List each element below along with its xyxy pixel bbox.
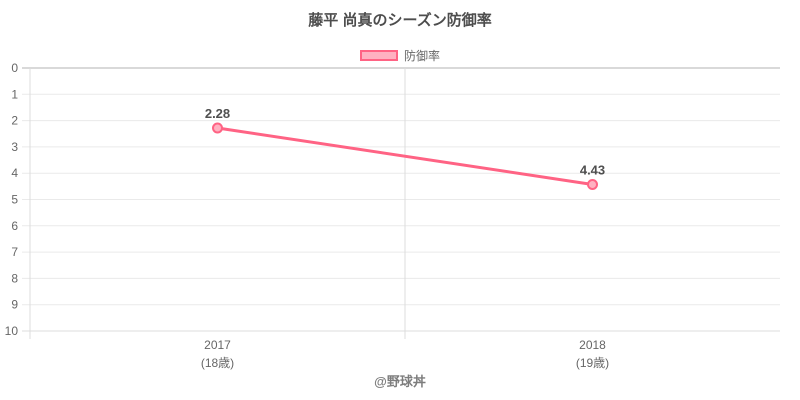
data-point-label: 2.28 [205, 106, 230, 121]
y-tick-label: 8 [11, 271, 18, 285]
data-point[interactable] [587, 179, 598, 191]
y-tick-label: 3 [11, 140, 18, 154]
watermark: @野球丼 [374, 374, 426, 389]
legend-swatch [359, 50, 398, 61]
y-tick-label: 2 [11, 114, 18, 128]
x-tick-label: 2018 [579, 338, 606, 352]
y-tick-label: 0 [11, 61, 18, 75]
data-point[interactable] [212, 122, 223, 134]
legend-label: 防御率 [403, 49, 440, 63]
x-tick-label: 2017 [204, 338, 231, 352]
legend-item-era[interactable]: 防御率 [0, 47, 800, 64]
y-tick-label: 10 [5, 324, 19, 338]
data-point-label: 4.43 [580, 163, 605, 178]
x-tick-sublabel: (19歳) [576, 356, 609, 370]
y-tick-label: 9 [11, 298, 18, 312]
y-tick-label: 7 [11, 245, 18, 259]
y-tick-label: 6 [11, 219, 18, 233]
chart-title: 藤平 尚真のシーズン防御率 [308, 12, 492, 29]
series-line-era [216, 126, 594, 187]
y-tick-label: 4 [11, 166, 18, 180]
x-tick-sublabel: (18歳) [201, 356, 234, 370]
y-tick-label: 5 [11, 193, 18, 207]
y-tick-label: 1 [11, 87, 18, 101]
